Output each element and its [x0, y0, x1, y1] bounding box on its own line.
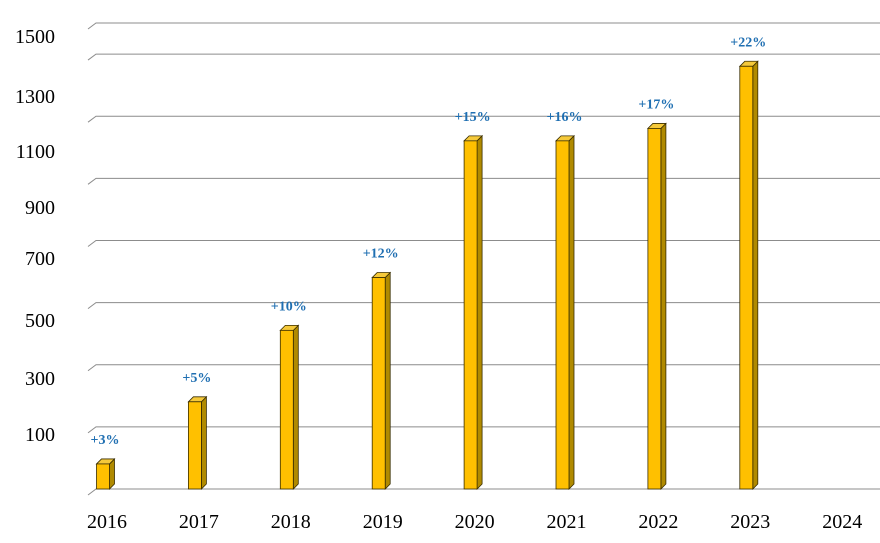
- gridline-1: [87, 426, 880, 434]
- bar-2021: [555, 134, 575, 490]
- bar-2018: [279, 324, 300, 490]
- x-tick-label-2019: 2019: [363, 511, 403, 533]
- y-tick-label-1500: 1500: [15, 26, 55, 48]
- gridline-6: [87, 115, 880, 123]
- data-label-2023: +22%: [730, 35, 766, 50]
- gridlines: [87, 22, 880, 496]
- data-label-2017: +5%: [182, 371, 211, 386]
- y-tick-label-700: 700: [25, 248, 55, 270]
- data-label-2022: +17%: [638, 97, 674, 112]
- x-tick-label-2018: 2018: [271, 511, 311, 533]
- x-tick-label-2016: 2016: [87, 511, 127, 533]
- bars: [95, 60, 759, 490]
- gridline-7: [87, 53, 880, 61]
- y-tick-label-900: 900: [25, 197, 55, 219]
- data-label-2016: +3%: [91, 433, 120, 448]
- y-axis-tick-labels: 1500 1300 1100 900 700 500 300 100: [15, 26, 55, 446]
- data-label-2021: +16%: [547, 110, 583, 125]
- bar-2017: [187, 395, 208, 490]
- x-tick-label-2017: 2017: [179, 511, 219, 533]
- x-axis-tick-labels: 2016 2017 2018 2019 2020 2021 2022 2023 2024: [87, 511, 862, 533]
- gridline-3: [87, 302, 880, 310]
- x-tick-label-2021: 2021: [547, 511, 587, 533]
- gridline-0: [87, 488, 880, 496]
- y-tick-label-1100: 1100: [16, 141, 55, 163]
- y-tick-label-1300: 1300: [15, 86, 55, 108]
- y-tick-label-500: 500: [25, 310, 55, 332]
- gridline-8: [87, 22, 880, 30]
- data-labels: +3% +5% +10% +12% +15% +16% +17% +22%: [91, 35, 767, 448]
- bar-2016: [95, 457, 116, 490]
- bar-2023: [738, 60, 759, 490]
- y-tick-label-100: 100: [25, 424, 55, 446]
- x-tick-label-2020: 2020: [455, 511, 495, 533]
- bar-2022: [646, 122, 667, 490]
- gridline-5: [87, 177, 880, 185]
- data-label-2019: +12%: [363, 247, 399, 262]
- gridline-4: [87, 239, 880, 247]
- x-tick-label-2023: 2023: [730, 511, 770, 533]
- data-label-2018: +10%: [271, 299, 307, 314]
- x-tick-label-2024: 2024: [822, 511, 862, 533]
- data-label-2020: +15%: [455, 110, 491, 125]
- bar-2020: [463, 134, 484, 490]
- x-tick-label-2022: 2022: [638, 511, 678, 533]
- y-tick-label-300: 300: [25, 368, 55, 390]
- bar-2019: [371, 271, 392, 490]
- gridline-2: [87, 364, 880, 372]
